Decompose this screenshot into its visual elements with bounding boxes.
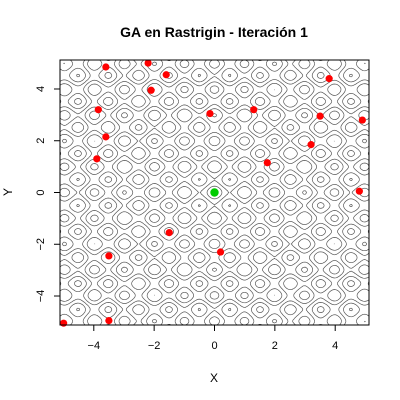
chart-title: GA en Rastrigin - Iteración 1 <box>120 24 308 40</box>
population-point <box>94 106 102 114</box>
y-tick-label: −4 <box>35 290 47 303</box>
population-point <box>263 159 271 167</box>
x-tick-label: 2 <box>272 340 278 352</box>
population-point <box>307 141 315 149</box>
x-axis: −4 −2 0 2 4 <box>88 324 338 352</box>
population-point <box>165 229 173 237</box>
population-point <box>147 86 155 94</box>
population-point <box>206 109 214 118</box>
population-point <box>93 155 101 163</box>
x-tick-label: 4 <box>332 340 338 352</box>
population-point <box>105 317 113 325</box>
contour-lines <box>60 60 369 325</box>
population-point <box>358 116 366 124</box>
y-tick-label: 4 <box>35 86 47 92</box>
y-tick-label: 2 <box>35 138 47 144</box>
population-point <box>60 319 68 327</box>
data-points <box>60 59 366 327</box>
x-axis-title: X <box>210 371 218 385</box>
y-axis: −4 −2 0 2 4 <box>35 86 61 303</box>
y-axis-title: Y <box>1 188 15 196</box>
y-tick-label: −2 <box>35 238 47 251</box>
x-tick-label: −2 <box>148 340 161 352</box>
x-tick-label: −4 <box>88 340 101 352</box>
population-point <box>102 63 110 71</box>
population-point <box>162 71 170 79</box>
population-point <box>144 59 152 67</box>
population-point <box>325 75 333 83</box>
population-point <box>102 133 110 141</box>
x-tick-label: 0 <box>211 340 217 352</box>
population-point <box>250 106 258 114</box>
population-point <box>355 187 363 195</box>
contour-path <box>60 60 369 325</box>
best-point <box>210 188 219 197</box>
population-point <box>316 112 324 120</box>
population-point <box>105 252 113 260</box>
population-point <box>216 248 225 256</box>
y-tick-label: 0 <box>35 189 47 195</box>
